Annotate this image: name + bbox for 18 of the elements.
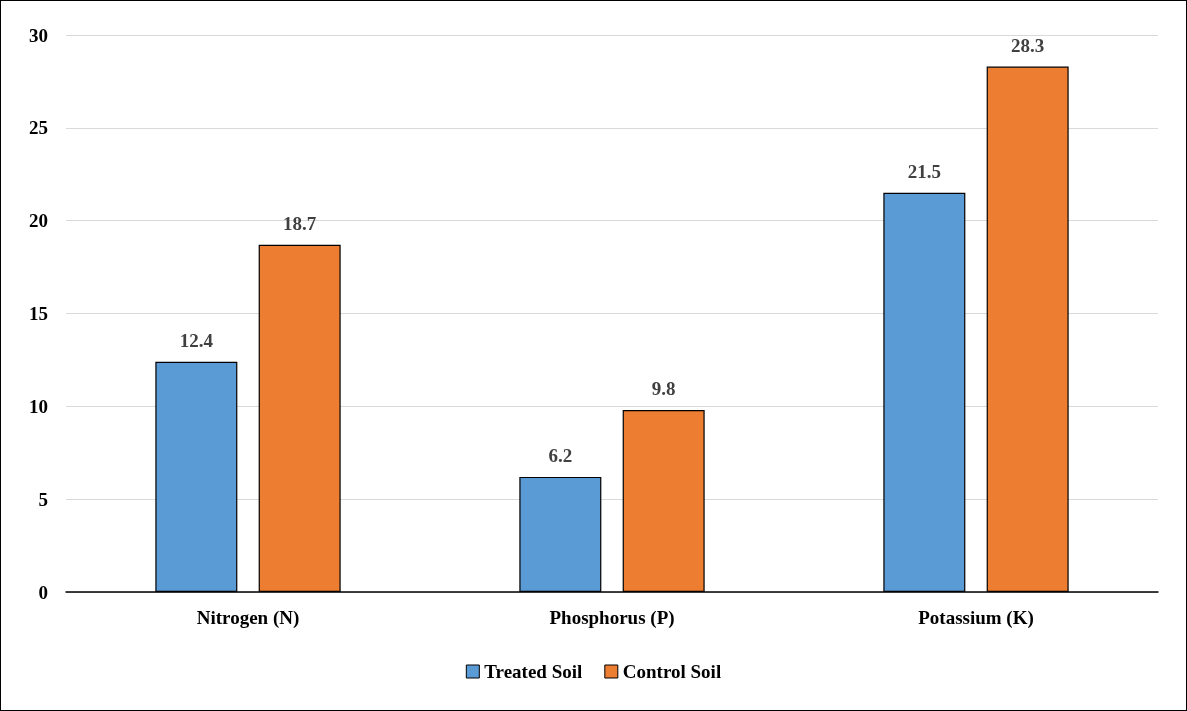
y-tick-label: 20 (29, 210, 48, 232)
y-tick-label: 15 (29, 303, 48, 324)
legend-label: Control Soil (622, 661, 722, 682)
data-label: 9.8 (651, 378, 676, 400)
x-tick-label: Nitrogen (N) (196, 607, 300, 629)
y-tick-label: 0 (38, 581, 48, 603)
data-label: 12.4 (179, 329, 214, 351)
data-label: 18.7 (283, 212, 317, 234)
y-tick-label: 25 (29, 117, 48, 139)
x-tick-label: Potassium (K) (918, 607, 1034, 629)
legend-label: Treated Soil (484, 661, 583, 682)
y-tick-label: 10 (29, 395, 48, 417)
data-label: 21.5 (907, 160, 941, 182)
data-label: 28.3 (1011, 34, 1045, 56)
x-tick-label: Phosphorus (P) (549, 607, 675, 629)
y-tick-label: 30 (29, 24, 48, 46)
data-label: 6.2 (548, 444, 573, 466)
y-tick-label: 5 (38, 488, 48, 510)
